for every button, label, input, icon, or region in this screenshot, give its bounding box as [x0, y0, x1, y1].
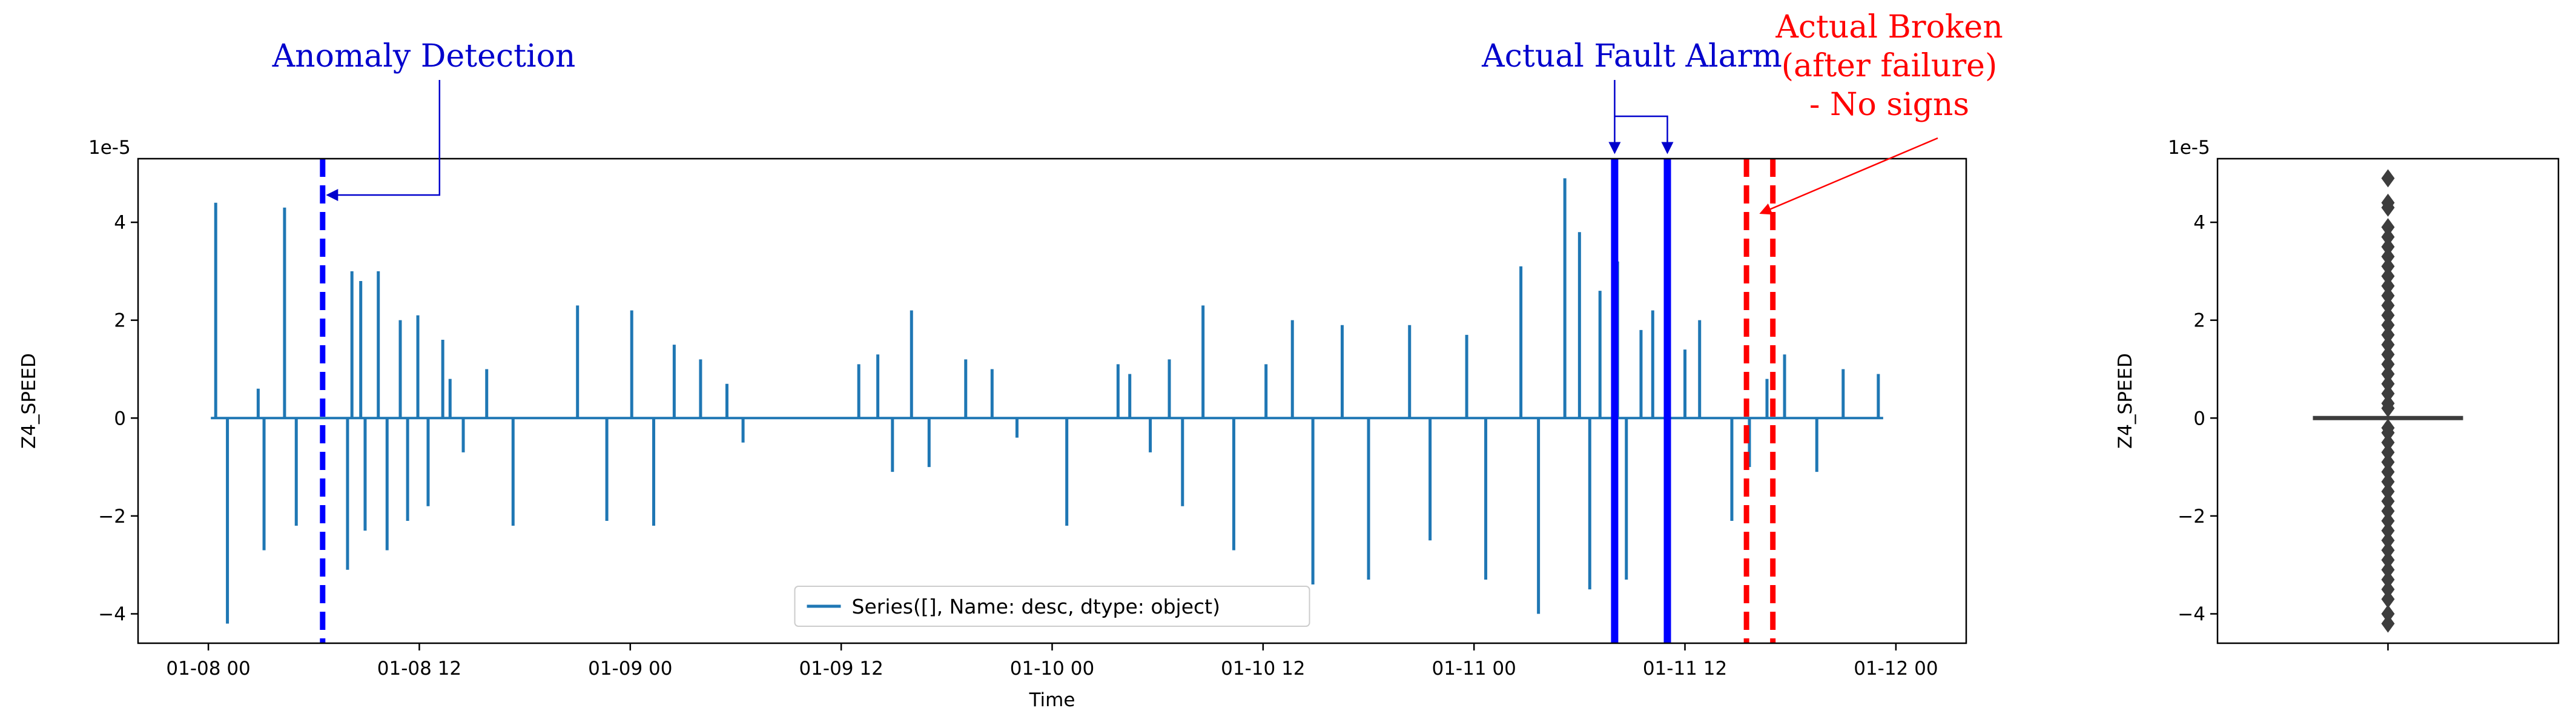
box-y-axis-title: Z4_SPEED: [2115, 353, 2136, 449]
x-tick-label: 01-10 12: [1221, 658, 1305, 680]
box-y-tick-label: 0: [2193, 408, 2205, 429]
box-outlier-marker: [2381, 423, 2395, 442]
box-outlier-marker: [2381, 277, 2395, 296]
box-outlier-marker: [2381, 604, 2395, 623]
box-y-tick-label: −2: [2178, 506, 2205, 528]
y-tick-label: 4: [114, 212, 126, 234]
plot-frame: [137, 157, 1967, 644]
x-tick-label: 01-11 00: [1432, 658, 1516, 680]
box-outlier-marker: [2381, 443, 2395, 462]
box-outlier-marker: [2381, 433, 2395, 452]
legend-label: Series([], Name: desc, dtype: object): [852, 595, 1220, 618]
y-axis-title: Z4_SPEED: [18, 353, 40, 449]
box-outlier-marker: [2381, 463, 2395, 481]
box-outlier-marker: [2381, 365, 2395, 383]
box-outlier-marker: [2381, 247, 2395, 266]
box-y-axis-ticks: −4 −2 0 2 4: [2178, 212, 2389, 650]
x-tick-label: 01-11 12: [1643, 658, 1727, 680]
box-marks: [2313, 169, 2463, 633]
x-tick-label: 01-09 12: [799, 658, 883, 680]
box-outlier-marker: [2381, 492, 2395, 511]
box-outlier-marker: [2381, 482, 2395, 501]
box-outlier-marker: [2381, 218, 2395, 237]
box-y-tick-label: 2: [2193, 310, 2205, 332]
box-outlier-marker: [2381, 570, 2395, 589]
box-outlier-marker: [2381, 325, 2395, 344]
box-outlier-marker: [2381, 551, 2395, 569]
box-y-tick-label: 4: [2193, 212, 2205, 234]
box-outlier-marker: [2381, 541, 2395, 560]
box-plot: 1e-5 Z4_SPEED −4 −2 0 2 4: [2115, 137, 2560, 650]
y-tick-label: −2: [98, 506, 126, 528]
box-outlier-marker: [2381, 590, 2395, 609]
box-outlier-marker: [2381, 521, 2395, 540]
event-lines: [320, 159, 1776, 643]
x-tick-label: 01-09 00: [588, 658, 672, 680]
box-outlier-marker: [2381, 286, 2395, 305]
y-tick-label: 0: [114, 408, 126, 429]
annotation-arrow-fault-right: [1614, 115, 1674, 154]
x-tick-label: 01-08 00: [166, 658, 250, 680]
box-outlier-marker: [2381, 306, 2395, 325]
x-tick-label: 01-12 00: [1854, 658, 1938, 680]
box-plot-frame: [2216, 157, 2560, 644]
box-outlier-marker: [2381, 453, 2395, 472]
box-outlier-marker: [2381, 345, 2395, 364]
box-outlier-marker: [2381, 355, 2395, 374]
annotation-arrow-anomaly: [326, 80, 441, 201]
annotation-arrow-broken: [1759, 137, 1938, 215]
box-y-offset-label: 1e-5: [2168, 137, 2210, 159]
box-outlier-marker: [2381, 266, 2395, 285]
x-tick-label: 01-10 00: [1010, 658, 1094, 680]
box-outlier-marker: [2381, 257, 2395, 276]
box-outlier-marker: [2381, 374, 2395, 393]
annotation-actual-fault-alarm: Actual Fault Alarm: [1481, 38, 1782, 74]
box-outlier-marker: [2381, 399, 2395, 418]
series-group: [211, 178, 1883, 624]
box-outlier-marker: [2381, 336, 2395, 354]
box-outlier-marker: [2381, 316, 2395, 334]
legend: Series([], Name: desc, dtype: object): [794, 586, 1310, 627]
x-axis-ticks: 01-08 00 01-08 12 01-09 00 01-09 12 01-10 00…: [166, 643, 1938, 680]
y-offset-label: 1e-5: [88, 137, 131, 159]
box-outlier-marker: [2381, 472, 2395, 491]
annotations: Anomaly Detection Actual Fault Alarm Act…: [272, 9, 2003, 215]
box-outlier-marker: [2381, 296, 2395, 315]
y-axis-ticks: −4 −2 0 2 4: [98, 212, 138, 626]
box-outlier-marker: [2381, 228, 2395, 247]
legend-box: [794, 586, 1310, 627]
x-tick-label: 01-08 12: [377, 658, 461, 680]
box-outlier-marker: [2381, 169, 2395, 188]
box-outlier-marker: [2381, 501, 2395, 520]
box-outlier-marker: [2381, 614, 2395, 633]
y-tick-label: 2: [114, 310, 126, 332]
box-outlier-marker: [2381, 580, 2395, 599]
box-outlier-marker: [2381, 511, 2395, 530]
y-tick-label: −4: [98, 604, 126, 626]
annotation-anomaly-detection: Anomaly Detection: [272, 38, 576, 74]
box-outlier-marker: [2381, 198, 2395, 217]
box-outlier-marker: [2381, 560, 2395, 579]
box-outlier-marker: [2381, 384, 2395, 403]
x-axis-title: Time: [1029, 689, 1075, 711]
box-outlier-marker: [2381, 531, 2395, 550]
annotation-actual-broken: Actual Broken: [1775, 9, 2003, 45]
annotation-no-signs: - No signs: [1809, 87, 1969, 123]
annotation-after-failure: (after failure): [1782, 48, 1998, 84]
box-y-tick-label: −4: [2178, 604, 2205, 626]
box-outlier-marker: [2381, 237, 2395, 256]
